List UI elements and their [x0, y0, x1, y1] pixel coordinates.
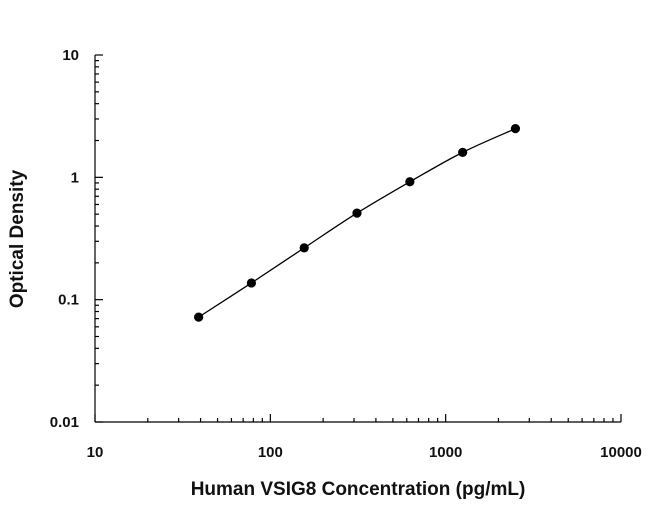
x-tick-label: 100: [258, 444, 283, 461]
data-point: [299, 243, 309, 253]
y-tick-label: 0.1: [58, 292, 79, 309]
curve-layer: [198, 128, 516, 318]
x-tick-label: 10: [87, 444, 104, 461]
y-tick-label: 0.01: [50, 414, 79, 431]
data-point: [246, 278, 257, 288]
data-point: [458, 147, 468, 157]
x-tick-label: 10000: [600, 444, 642, 461]
data-point: [405, 177, 415, 187]
y-axis-title: Optical Density: [7, 169, 28, 308]
points-layer: [194, 124, 521, 322]
data-point: [194, 312, 204, 322]
fitted-curve: [198, 128, 516, 318]
x-axis-title: Human VSIG8 Concentration (pg/mL): [191, 479, 526, 500]
axes-layer: 10 100 1000 10000 0.01 0.1 1 10: [50, 47, 642, 461]
data-point: [352, 208, 362, 218]
y-tick-label: 1: [71, 169, 79, 186]
y-tick-label: 10: [62, 47, 79, 64]
x-tick-label: 1000: [429, 444, 462, 461]
data-point: [510, 124, 521, 134]
